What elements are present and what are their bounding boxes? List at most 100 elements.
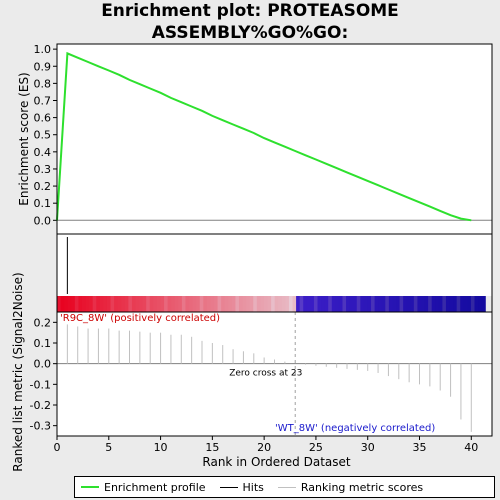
rank-band-segment bbox=[178, 296, 183, 312]
rank-band-segment bbox=[321, 296, 326, 312]
rank-band-segment bbox=[363, 296, 369, 312]
rank-band-segment bbox=[417, 296, 422, 312]
rank-band-segment bbox=[335, 296, 340, 312]
rank-band-segment bbox=[470, 296, 476, 312]
rank-band-segment bbox=[267, 296, 272, 312]
pos-correlated-label: 'R9C_8W' (positively correlated) bbox=[60, 313, 220, 324]
rank-band-segment bbox=[342, 296, 347, 312]
rank-band-segment bbox=[164, 296, 169, 312]
legend-label-hits: Hits bbox=[242, 480, 264, 494]
rank-band-segment bbox=[85, 296, 90, 312]
rank-band-segment bbox=[135, 296, 140, 312]
rank-band-segment bbox=[117, 296, 122, 312]
es-ytick-label: 0.0 bbox=[34, 214, 52, 227]
rank-band-segment bbox=[242, 296, 247, 312]
zero-cross-label: Zero cross at 23 bbox=[229, 369, 302, 379]
rank-band-segment bbox=[381, 296, 386, 312]
rank-band-segment bbox=[285, 296, 290, 312]
rank-band-segment bbox=[324, 296, 329, 312]
legend-item-metric: Ranking metric scores bbox=[277, 480, 424, 494]
rank-band-segment bbox=[271, 296, 276, 312]
rank-band-segment bbox=[174, 296, 179, 312]
legend-label-metric: Ranking metric scores bbox=[300, 480, 424, 494]
rank-band-segment bbox=[396, 296, 401, 312]
rank-band-segment bbox=[89, 296, 94, 312]
rank-band-segment bbox=[424, 296, 429, 312]
rank-band-segment bbox=[278, 296, 283, 312]
rank-band-segment bbox=[103, 296, 108, 312]
rank-band-segment bbox=[328, 296, 333, 312]
rank-band-segment bbox=[299, 296, 304, 312]
rank-band-segment bbox=[463, 296, 468, 312]
rank-band-segment bbox=[214, 296, 219, 312]
rank-band-segment bbox=[478, 296, 483, 312]
rank-band-segment bbox=[445, 296, 451, 312]
rank-band-segment bbox=[288, 296, 294, 312]
rank-band-segment bbox=[246, 296, 251, 312]
metric-ylabel: Ranked list metric (Signal2Noise) bbox=[11, 272, 25, 471]
rank-band-segment bbox=[124, 296, 129, 312]
rank-band-segment bbox=[353, 296, 358, 312]
rank-band-segment bbox=[260, 296, 265, 312]
rank-band-segment bbox=[231, 296, 236, 312]
rank-band-segment bbox=[167, 296, 172, 312]
rank-band-segment bbox=[189, 296, 194, 312]
rank-band-segment bbox=[224, 296, 229, 312]
es-ytick-label: 0.3 bbox=[34, 163, 52, 176]
rank-band-segment bbox=[313, 296, 319, 312]
rank-band-segment bbox=[403, 296, 408, 312]
rank-band-segment bbox=[238, 296, 244, 312]
rank-band-segment bbox=[146, 296, 151, 312]
rank-band-segment bbox=[263, 296, 269, 312]
es-ytick-label: 0.7 bbox=[34, 94, 52, 107]
rank-band-segment bbox=[435, 296, 440, 312]
rank-band-segment bbox=[292, 296, 297, 312]
xlabel: Rank in Ordered Dataset bbox=[202, 455, 350, 469]
rank-band-segment bbox=[121, 296, 126, 312]
rank-band-segment bbox=[378, 296, 383, 312]
rank-band-segment bbox=[367, 296, 372, 312]
rank-band-segment bbox=[114, 296, 119, 312]
rank-band-segment bbox=[199, 296, 204, 312]
rank-band-segment bbox=[449, 296, 454, 312]
rank-band-segment bbox=[360, 296, 365, 312]
rank-band-segment bbox=[196, 296, 201, 312]
rank-band-segment bbox=[249, 296, 254, 312]
rank-band-segment bbox=[274, 296, 279, 312]
rank-band-segment bbox=[413, 296, 418, 312]
legend: Enrichment profile Hits Ranking metric s… bbox=[74, 476, 495, 498]
metric-ytick-label: -0.2 bbox=[30, 399, 51, 412]
es-ytick-label: 0.5 bbox=[34, 129, 52, 142]
rank-band-segment bbox=[131, 296, 137, 312]
rank-band-segment bbox=[428, 296, 433, 312]
rank-band-segment bbox=[281, 296, 286, 312]
rank-band-segment bbox=[303, 296, 308, 312]
rank-band-segment bbox=[456, 296, 461, 312]
metric-panel-frame bbox=[56, 311, 493, 437]
rank-band-segment bbox=[221, 296, 226, 312]
xtick-label: 15 bbox=[205, 441, 219, 454]
metric-ytick-label: -0.1 bbox=[30, 378, 51, 391]
rank-band-segment bbox=[185, 296, 190, 312]
xtick-label: 35 bbox=[413, 441, 427, 454]
rank-band-segment bbox=[139, 296, 144, 312]
rank-band-segment bbox=[206, 296, 212, 312]
xtick-label: 20 bbox=[257, 441, 271, 454]
rank-band-segment bbox=[78, 296, 83, 312]
rank-band-segment bbox=[410, 296, 415, 312]
rank-band-segment bbox=[438, 296, 443, 312]
rank-band-segment bbox=[338, 296, 344, 312]
rank-band-segment bbox=[142, 296, 147, 312]
neg-correlated-label: 'WT_8W' (negatively correlated) bbox=[275, 423, 435, 434]
es-ytick-label: 1.0 bbox=[34, 43, 52, 56]
rank-band-segment bbox=[110, 296, 115, 312]
metric-ytick-label: -0.3 bbox=[30, 420, 51, 433]
rank-band-segment bbox=[60, 296, 65, 312]
legend-item-es: Enrichment profile bbox=[81, 481, 206, 494]
rank-band-segment bbox=[467, 296, 472, 312]
legend-swatch-es bbox=[81, 486, 99, 488]
rank-band-segment bbox=[210, 296, 215, 312]
rank-band-segment bbox=[64, 296, 69, 312]
es-ytick-label: 0.6 bbox=[34, 112, 52, 125]
